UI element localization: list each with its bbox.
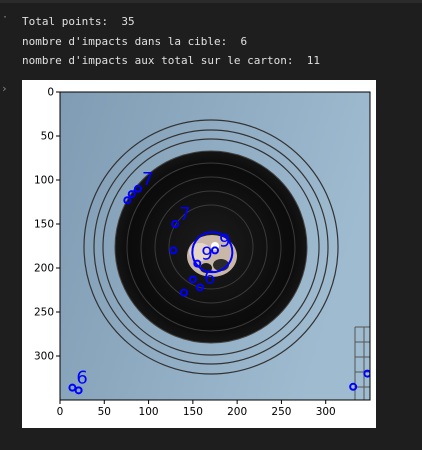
impact-marker bbox=[188, 275, 197, 284]
impact-score-label: 6 bbox=[204, 267, 215, 288]
y-tick-label: 300 bbox=[34, 351, 54, 363]
x-tick-label: 200 bbox=[227, 406, 247, 418]
impact-score-label: 7 bbox=[179, 204, 190, 225]
y-axis: 0 50 100 150 200 250 300 bbox=[34, 87, 60, 363]
output-collapse-icon[interactable]: › bbox=[1, 82, 8, 95]
impact-marker bbox=[68, 383, 77, 392]
x-tick-label: 150 bbox=[183, 406, 203, 418]
impact-marker bbox=[133, 184, 142, 193]
y-tick-label: 100 bbox=[34, 175, 54, 187]
impact-marker bbox=[74, 386, 83, 395]
toolbar-strip bbox=[0, 0, 422, 3]
x-tick-label: 300 bbox=[316, 406, 336, 418]
y-tick-label: 50 bbox=[41, 131, 54, 143]
x-tick-label: 0 bbox=[57, 406, 64, 418]
x-tick-label: 250 bbox=[271, 406, 291, 418]
y-tick-label: 150 bbox=[34, 219, 54, 231]
impact-marker bbox=[349, 382, 358, 391]
impact-score-label: 6 bbox=[76, 368, 87, 389]
impact-score-label: 9 bbox=[201, 244, 212, 265]
x-tick-label: 100 bbox=[139, 406, 159, 418]
plot-frame bbox=[59, 91, 371, 401]
impact-marker bbox=[211, 246, 219, 255]
impact-marker bbox=[169, 246, 178, 255]
impact-group-circle bbox=[191, 231, 234, 274]
impact-marker bbox=[195, 283, 204, 292]
output-total-points: Total points: 35 bbox=[22, 15, 135, 28]
x-axis: 0 50 100 150 200 250 300 bbox=[57, 400, 336, 418]
output-impacts-target: nombre d'impacts dans la cible: 6 bbox=[22, 34, 248, 48]
y-tick-label: 250 bbox=[34, 307, 54, 319]
y-tick-label: 200 bbox=[34, 263, 54, 275]
impact-marker bbox=[363, 369, 370, 378]
y-tick-label: 0 bbox=[47, 87, 54, 99]
output-impacts-total: nombre d'impacts aux total sur le carton… bbox=[22, 54, 321, 67]
impact-marker bbox=[127, 190, 136, 199]
impact-marker bbox=[171, 220, 180, 228]
impact-marker bbox=[180, 288, 188, 297]
impact-score-label: 9 bbox=[219, 230, 230, 251]
impact-score-label: 7 bbox=[142, 169, 153, 190]
cell-output-text: Total points: 35 nombre d'impacts dans la… bbox=[22, 12, 320, 71]
x-tick-label: 50 bbox=[98, 406, 111, 418]
impact-marker bbox=[123, 196, 132, 205]
cell-status-icon: · bbox=[2, 12, 9, 23]
